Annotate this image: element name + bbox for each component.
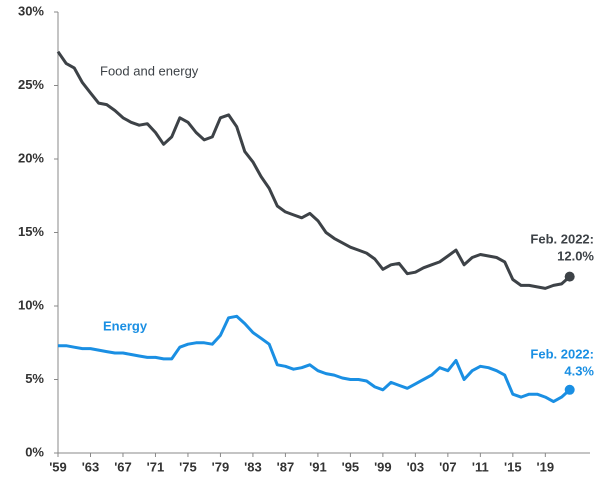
x-tick-label: '19	[537, 459, 555, 474]
x-tick-label: '03	[407, 459, 425, 474]
series-label: Energy	[103, 318, 148, 333]
end-dot	[564, 384, 575, 395]
end-label: 4.3%	[564, 363, 594, 378]
end-note: Feb. 2022:	[530, 346, 594, 361]
y-tick-label: 10%	[18, 297, 44, 312]
y-tick-label: 0%	[25, 444, 44, 459]
line	[56, 50, 571, 290]
x-tick-label: '71	[147, 459, 165, 474]
x-tick-label: '91	[309, 459, 327, 474]
x-tick-label: '07	[439, 459, 457, 474]
end-label: 12.0%	[557, 248, 594, 263]
x-tick-label: '75	[179, 459, 197, 474]
y-tick-label: 20%	[18, 150, 44, 165]
x-tick-label: '59	[49, 459, 67, 474]
x-tick-label: '79	[212, 459, 230, 474]
x-tick-label: '11	[472, 459, 489, 474]
y-tick-label: 5%	[25, 371, 44, 386]
line	[58, 314, 571, 404]
series-label: Food and energy	[100, 63, 199, 78]
x-tick-label: '63	[82, 459, 100, 474]
x-tick-label: '95	[342, 459, 360, 474]
x-tick-label: '87	[277, 459, 295, 474]
end-note: Feb. 2022:	[530, 231, 594, 246]
x-tick-label: '99	[374, 459, 392, 474]
y-tick-label: 30%	[18, 3, 44, 18]
end-dot	[564, 271, 575, 282]
x-tick-label: '67	[114, 459, 132, 474]
y-tick-label: 15%	[18, 224, 44, 239]
y-tick-label: 25%	[18, 77, 44, 92]
x-tick-label: '83	[244, 459, 262, 474]
x-tick-label: '15	[504, 459, 522, 474]
